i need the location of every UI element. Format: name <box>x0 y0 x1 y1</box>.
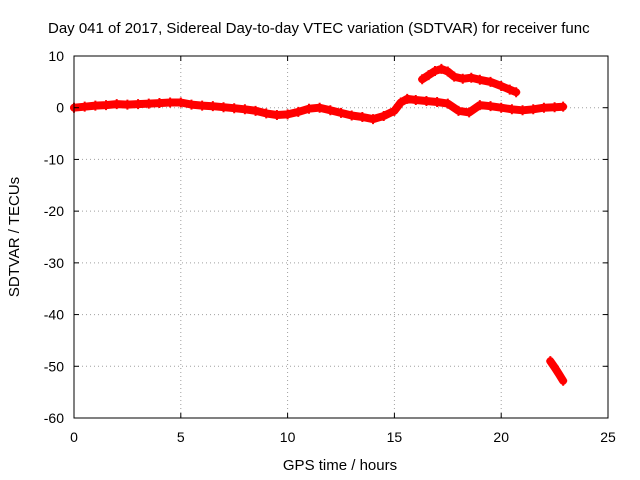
data-point <box>559 101 568 112</box>
data-point <box>91 100 100 111</box>
data-point <box>539 102 548 113</box>
y-tick-label: 10 <box>48 48 64 64</box>
data-point <box>450 71 459 82</box>
data-point <box>358 112 367 123</box>
data-point <box>134 99 143 110</box>
data-point <box>315 102 324 113</box>
data-point <box>458 73 467 84</box>
y-tick-label: -30 <box>44 255 64 271</box>
data-point <box>497 102 506 113</box>
data-point <box>337 107 345 118</box>
x-tick-label: 15 <box>387 429 403 445</box>
data-point <box>155 98 164 109</box>
y-tick-label: 0 <box>56 100 64 116</box>
data-point <box>304 103 313 114</box>
data-point <box>465 107 474 118</box>
data-point <box>102 100 111 111</box>
data-point <box>262 108 271 119</box>
data-point <box>390 105 399 116</box>
x-tick-label: 25 <box>600 429 616 445</box>
data-point <box>486 76 495 87</box>
x-axis-label: GPS time / hours <box>283 457 397 474</box>
series-lower-drop <box>546 357 568 385</box>
data-point <box>112 99 121 110</box>
axis-ticks: 0 5 10 15 20 25 10 0 -10 -20 -30 -40 -50 -60 <box>44 48 616 445</box>
y-tick-label: -40 <box>44 307 64 323</box>
data-point <box>546 356 555 367</box>
y-tick-label: -10 <box>44 151 64 167</box>
data-point <box>559 375 568 386</box>
data-point <box>251 105 260 116</box>
y-axis-label: SDTVAR / TECUs <box>6 177 23 297</box>
data-point <box>550 362 559 373</box>
data-point <box>208 101 217 112</box>
data-point <box>240 104 249 115</box>
data-point <box>230 103 239 114</box>
data-point <box>486 101 495 112</box>
data-point <box>430 65 439 76</box>
data-point <box>437 63 446 74</box>
data-point <box>443 66 452 77</box>
data-point <box>475 74 484 85</box>
data-point <box>272 109 281 120</box>
data-point <box>418 74 427 85</box>
data-point <box>403 93 412 104</box>
data-point <box>507 104 516 115</box>
data-point <box>283 109 292 120</box>
data-point <box>369 114 378 125</box>
data-point <box>512 87 521 98</box>
data-series <box>70 63 568 386</box>
data-point <box>396 97 405 108</box>
y-tick-label: -50 <box>44 358 64 374</box>
data-point <box>554 369 563 380</box>
data-point <box>505 84 514 95</box>
data-point <box>144 98 153 109</box>
x-tick-label: 20 <box>493 429 509 445</box>
data-point <box>497 80 506 91</box>
data-point <box>529 104 538 115</box>
data-point <box>294 106 303 117</box>
data-point <box>424 70 433 81</box>
data-point <box>166 97 175 108</box>
data-point <box>467 72 476 83</box>
data-point <box>219 102 228 113</box>
chart-title: Day 041 of 2017, Sidereal Day-to-day VTE… <box>48 20 590 37</box>
y-tick-label: -20 <box>44 203 64 219</box>
data-point <box>443 98 452 109</box>
data-point <box>347 110 356 121</box>
data-point <box>518 105 527 116</box>
data-point <box>198 100 207 111</box>
data-point <box>379 110 388 121</box>
y-tick-label: -60 <box>44 410 64 426</box>
x-tick-label: 0 <box>70 429 78 445</box>
data-point <box>433 97 442 108</box>
data-point <box>80 101 89 112</box>
data-point <box>123 99 132 110</box>
data-point <box>187 99 196 110</box>
data-point <box>326 105 335 116</box>
data-point <box>550 102 559 113</box>
data-point <box>176 97 185 108</box>
plot-frame <box>73 55 609 419</box>
data-point <box>422 95 431 106</box>
data-point <box>454 105 463 116</box>
x-tick-label: 10 <box>280 429 296 445</box>
data-point <box>475 100 484 111</box>
x-tick-label: 5 <box>177 429 185 445</box>
data-point <box>411 94 420 105</box>
